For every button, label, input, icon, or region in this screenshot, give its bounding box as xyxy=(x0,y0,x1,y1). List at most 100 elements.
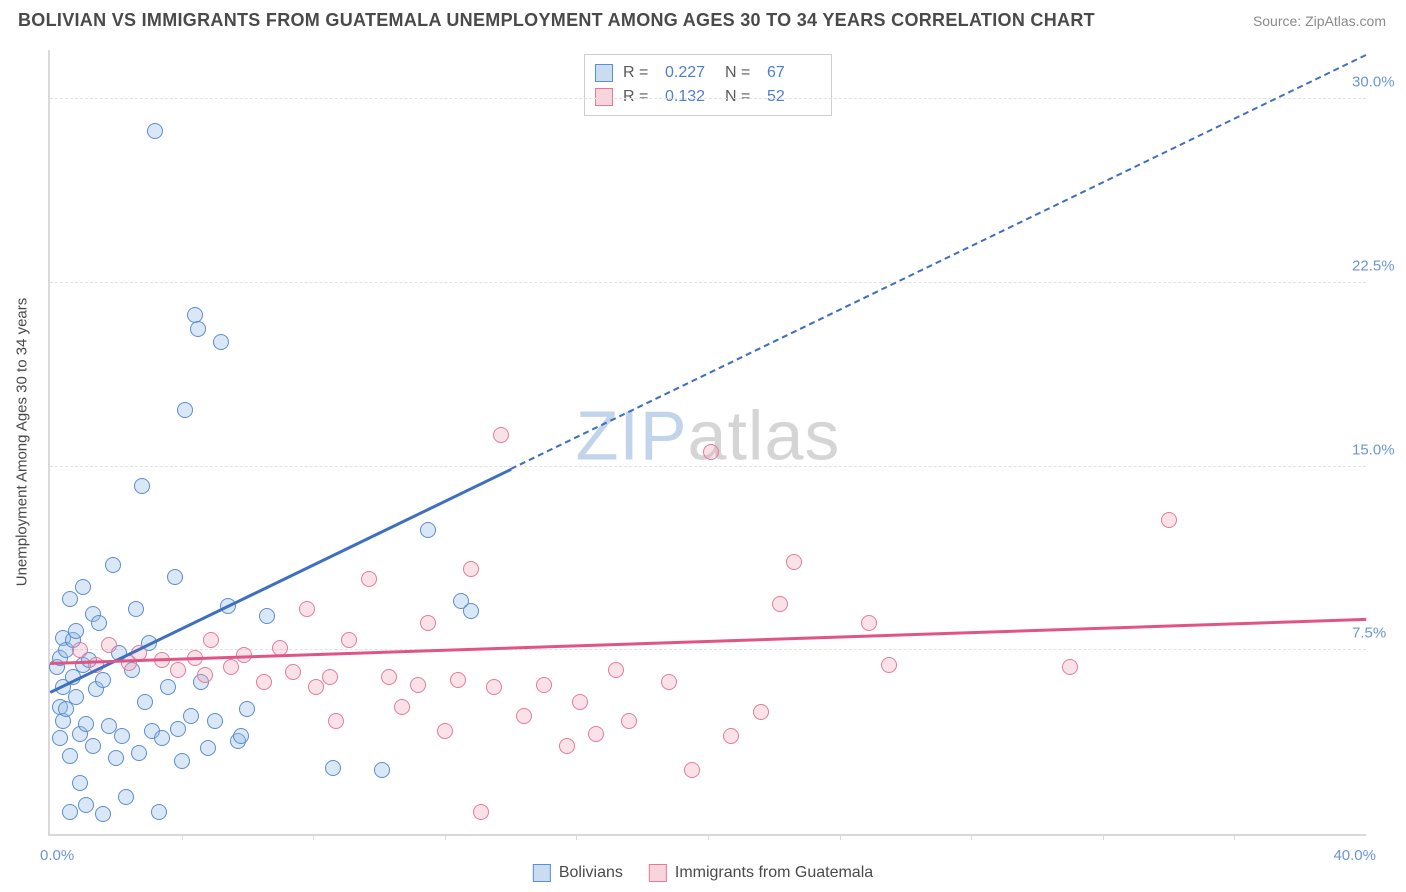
r-value-s1: 0.227 xyxy=(665,61,715,85)
data-point xyxy=(151,804,167,820)
x-tick xyxy=(971,834,972,840)
data-point xyxy=(572,694,588,710)
data-point xyxy=(486,679,502,695)
data-point xyxy=(68,689,84,705)
data-point xyxy=(167,569,183,585)
data-point xyxy=(259,608,275,624)
data-point xyxy=(78,716,94,732)
swatch-s1 xyxy=(533,864,551,882)
data-point xyxy=(684,762,700,778)
data-point xyxy=(160,679,176,695)
n-label: N = xyxy=(725,61,757,85)
data-point xyxy=(394,699,410,715)
trend-line xyxy=(50,55,1366,692)
r-label: R = xyxy=(623,61,655,85)
data-point xyxy=(608,662,624,678)
data-point xyxy=(420,522,436,538)
chart-title: BOLIVIAN VS IMMIGRANTS FROM GUATEMALA UN… xyxy=(18,10,1095,31)
y-axis-label: Unemployment Among Ages 30 to 34 years xyxy=(14,298,31,587)
data-point xyxy=(131,745,147,761)
legend-row-s2: R = 0.132 N = 52 xyxy=(595,85,817,109)
data-point xyxy=(374,762,390,778)
source-text: Source: ZipAtlas.com xyxy=(1253,13,1386,29)
data-point xyxy=(437,723,453,739)
data-point xyxy=(723,728,739,744)
y-tick-label: 30.0% xyxy=(1352,74,1406,91)
n-value-s1: 67 xyxy=(767,61,817,85)
n-label: N = xyxy=(725,85,757,109)
y-tick-label: 7.5% xyxy=(1352,625,1406,642)
data-point xyxy=(68,623,84,639)
data-point xyxy=(52,730,68,746)
data-point xyxy=(450,672,466,688)
data-point xyxy=(285,664,301,680)
data-point xyxy=(463,603,479,619)
data-point xyxy=(154,730,170,746)
data-point xyxy=(62,748,78,764)
data-point xyxy=(493,427,509,443)
r-label: R = xyxy=(623,85,655,109)
data-point xyxy=(203,632,219,648)
data-point xyxy=(91,615,107,631)
x-origin-label: 0.0% xyxy=(40,847,74,864)
data-point xyxy=(197,667,213,683)
data-point xyxy=(213,334,229,350)
legend-series: Bolivians Immigrants from Guatemala xyxy=(533,864,873,882)
data-point xyxy=(75,579,91,595)
title-bar: BOLIVIAN VS IMMIGRANTS FROM GUATEMALA UN… xyxy=(18,10,1386,31)
data-point xyxy=(341,632,357,648)
x-tick xyxy=(840,834,841,840)
x-tick xyxy=(708,834,709,840)
data-point xyxy=(95,672,111,688)
data-point xyxy=(95,806,111,822)
data-point xyxy=(861,615,877,631)
watermark-part-2: atlas xyxy=(688,397,841,475)
data-point xyxy=(114,728,130,744)
data-point xyxy=(772,596,788,612)
data-point xyxy=(621,713,637,729)
data-point xyxy=(420,615,436,631)
swatch-s1 xyxy=(595,64,613,82)
data-point xyxy=(223,659,239,675)
data-point xyxy=(256,674,272,690)
data-point xyxy=(536,677,552,693)
data-point xyxy=(62,804,78,820)
data-point xyxy=(187,307,203,323)
data-point xyxy=(177,402,193,418)
data-point xyxy=(322,669,338,685)
data-point xyxy=(78,797,94,813)
data-point xyxy=(85,738,101,754)
data-point xyxy=(325,760,341,776)
data-point xyxy=(233,728,249,744)
data-point xyxy=(703,444,719,460)
data-point xyxy=(170,662,186,678)
data-point xyxy=(661,674,677,690)
legend-label-s2: Immigrants from Guatemala xyxy=(675,864,873,882)
data-point xyxy=(62,591,78,607)
legend-label-s1: Bolivians xyxy=(559,864,623,882)
swatch-s2 xyxy=(649,864,667,882)
data-point xyxy=(134,478,150,494)
data-point xyxy=(207,713,223,729)
data-point xyxy=(108,750,124,766)
data-point xyxy=(183,708,199,724)
data-point xyxy=(299,601,315,617)
x-tick xyxy=(313,834,314,840)
data-point xyxy=(361,571,377,587)
legend-item-s1: Bolivians xyxy=(533,864,623,882)
legend-item-s2: Immigrants from Guatemala xyxy=(649,864,873,882)
n-value-s2: 52 xyxy=(767,85,817,109)
x-tick xyxy=(182,834,183,840)
data-point xyxy=(72,642,88,658)
data-point xyxy=(170,721,186,737)
data-point xyxy=(516,708,532,724)
watermark: ZIPatlas xyxy=(576,396,841,476)
data-point xyxy=(101,637,117,653)
data-point xyxy=(786,554,802,570)
data-point xyxy=(410,677,426,693)
scatter-plot: Unemployment Among Ages 30 to 34 years Z… xyxy=(48,50,1366,836)
data-point xyxy=(559,738,575,754)
data-point xyxy=(190,321,206,337)
data-point xyxy=(588,726,604,742)
data-point xyxy=(137,694,153,710)
